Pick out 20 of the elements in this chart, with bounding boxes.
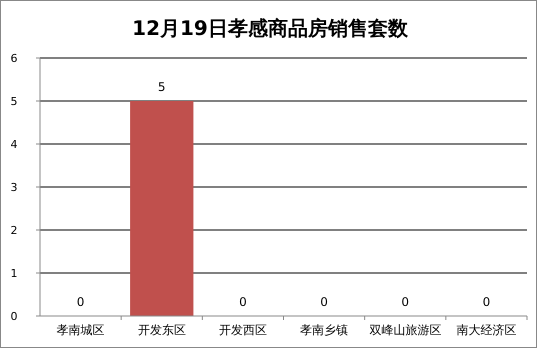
data-label: 0: [76, 295, 84, 309]
y-tick-label: 5: [10, 95, 18, 108]
x-tick-label: 孝南乡镇: [300, 323, 348, 337]
y-tick-label: 1: [10, 267, 18, 280]
x-tick-label: 开发东区: [138, 323, 186, 337]
x-tick-label: 开发西区: [218, 323, 267, 337]
data-label: 0: [320, 295, 328, 309]
y-tick-label: 0: [10, 310, 18, 323]
y-tick-label: 6: [10, 52, 18, 65]
chart-title: 12月19日孝感商品房销售套数: [132, 16, 409, 40]
x-tick-label: 双峰山旅游区: [369, 323, 442, 337]
data-label: 5: [158, 80, 166, 94]
y-tick-label: 3: [10, 181, 18, 194]
y-tick-label: 2: [10, 224, 18, 237]
data-label: 0: [482, 295, 490, 309]
data-label: 0: [401, 295, 410, 309]
x-tick-label: 孝南城区: [56, 323, 105, 337]
data-label: 0: [239, 295, 247, 309]
x-tick-label: 南大经济区: [456, 323, 516, 337]
y-tick-label: 4: [10, 138, 18, 151]
